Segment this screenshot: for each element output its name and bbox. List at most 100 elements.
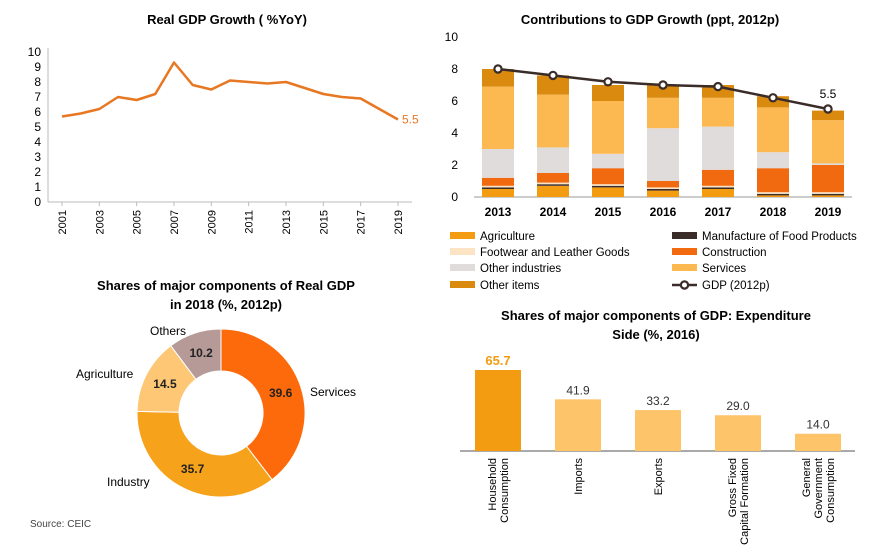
bar-value-label: 65.7 (485, 353, 510, 368)
y-tick-label: 4 (34, 135, 41, 149)
bar-segment (592, 168, 624, 185)
bar-segment (647, 128, 679, 181)
slice-value: 39.6 (269, 386, 293, 400)
bar-segment (592, 185, 624, 188)
gdp-point (548, 70, 558, 81)
legend-item: Footwear and Leather Goods (450, 247, 630, 259)
y-tick-label: 6 (34, 105, 41, 119)
y-tick-label: 6 (451, 94, 458, 108)
bar-value-label: 14.0 (806, 418, 830, 432)
x-tick-label: 2015 (318, 210, 330, 234)
gdp-point (658, 80, 668, 90)
legend-item: Services (672, 263, 746, 275)
category-label-line: General (801, 458, 813, 497)
end-value-label: 5.5 (820, 87, 837, 101)
x-tick-label: 2011 (244, 210, 256, 234)
category-label-line: Government (813, 458, 825, 519)
y-tick-label: 2 (451, 158, 458, 172)
x-tick-label: 2009 (206, 210, 218, 234)
x-tick-label: 2013 (281, 210, 293, 234)
legend-swatch (450, 232, 475, 239)
chart-title-line-1: Shares of major components of GDP: Expen… (501, 308, 811, 323)
bar-value-label: 29.0 (726, 399, 750, 413)
bar-segment (537, 94, 569, 148)
bar-segment (702, 185, 734, 188)
category-label-line: Household (487, 458, 499, 511)
source-note: Source: CEIC (30, 519, 92, 530)
bar-segment (647, 190, 679, 197)
gdp-point (713, 81, 723, 92)
series-line (61, 61, 399, 121)
legend-label: Construction (702, 247, 767, 259)
bar-segment (757, 168, 789, 193)
bar-segment (482, 177, 514, 186)
bar (635, 410, 681, 451)
donut-slice (220, 328, 306, 481)
legend-label: Other industries (480, 263, 561, 275)
x-tick-label: 2016 (650, 205, 677, 219)
legend-label: Agriculture (480, 231, 535, 243)
legend-item: Other industries (450, 263, 561, 275)
chart-title-line-1: Shares of major components of Real GDP (97, 278, 355, 293)
slice-label: Services (310, 385, 356, 399)
x-tick-label: 2005 (132, 210, 144, 234)
bar-segment (537, 184, 569, 186)
y-tick-label: 9 (34, 60, 41, 74)
gdp-point (823, 104, 833, 114)
y-tick-label: 0 (34, 195, 41, 209)
bar-segment (702, 169, 734, 186)
legend-swatch (672, 248, 697, 255)
legend-item: GDP (2012p) (672, 280, 770, 292)
x-tick-label: 2017 (356, 210, 368, 234)
x-tick-label: 2003 (94, 210, 106, 234)
slice-value: 14.5 (153, 377, 177, 391)
bar-segment (482, 185, 514, 188)
bar-segment (592, 85, 624, 101)
legend-swatch (450, 248, 475, 255)
bar-segment (812, 120, 844, 164)
bar (715, 415, 761, 451)
y-tick-label: 8 (451, 62, 458, 76)
gdp-contributions-chart: Contributions to GDP Growth (ppt, 2012p)… (445, 12, 857, 292)
bar (795, 433, 841, 451)
bar-segment (537, 75, 569, 95)
legend-swatch (672, 264, 697, 271)
y-tick-label: 3 (34, 150, 41, 164)
slice-label: Others (150, 324, 186, 338)
real-gdp-shares-donut: Shares of major components of Real GDP i… (76, 278, 356, 498)
bar-segment (812, 163, 844, 165)
category-label-line: Exports (653, 458, 665, 496)
bar-segment (592, 101, 624, 154)
gdp-point (493, 64, 503, 74)
legend-item: Other items (450, 280, 540, 292)
x-tick-label: 2014 (540, 205, 567, 219)
y-tick-label: 0 (451, 190, 458, 204)
bar-segment (482, 149, 514, 178)
bar-segment (482, 189, 514, 197)
legend-swatch (672, 232, 697, 239)
legend-item: Manufacture of Food Products (672, 231, 857, 243)
bar-segment (812, 193, 844, 196)
bar-segment (702, 187, 734, 189)
x-tick-label: 2007 (169, 210, 181, 234)
chart-title-line-2: Side (%, 2016) (612, 327, 699, 342)
legend-swatch (450, 281, 475, 288)
y-tick-label: 4 (451, 126, 458, 140)
bar-segment (537, 182, 569, 185)
chart-title-line-2: in 2018 (%, 2012p) (170, 297, 282, 312)
x-tick-label: 2019 (815, 205, 842, 219)
chart-title: Real GDP Growth ( %YoY) (147, 12, 307, 27)
bar-segment (757, 152, 789, 169)
slice-label: Industry (107, 475, 150, 489)
slice-label: Agriculture (76, 367, 134, 381)
bar (555, 399, 601, 451)
end-value-label: 5.5 (402, 113, 419, 127)
bar-value-label: 41.9 (566, 383, 590, 397)
legend-item: Construction (672, 247, 767, 259)
gdp-point (768, 93, 778, 103)
legend-swatch (450, 264, 475, 271)
category-label-line: Capital Formation (739, 458, 751, 545)
legend-label: Services (702, 263, 746, 275)
y-tick-label: 1 (34, 180, 41, 194)
